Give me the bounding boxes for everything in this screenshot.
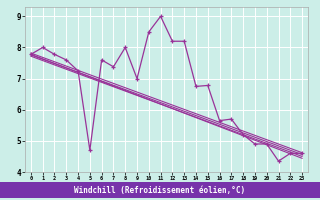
Text: Windchill (Refroidissement éolien,°C): Windchill (Refroidissement éolien,°C) bbox=[75, 186, 245, 194]
